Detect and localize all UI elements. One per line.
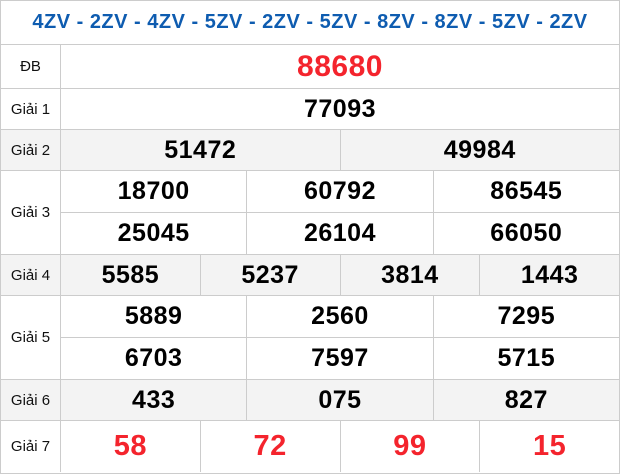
prize-value: 26104	[246, 213, 432, 254]
prize-row-7: Giải 7 58 72 99 15	[1, 421, 619, 472]
prize-value: 2560	[246, 296, 432, 337]
prize-value: 60792	[246, 171, 432, 212]
prize-value: 86545	[432, 171, 619, 212]
prize-value: 5889	[124, 302, 183, 330]
prize-value: 7597	[246, 338, 432, 379]
prize-row-3: Giải 3 18700 60792 86545 25045 26104 660…	[1, 171, 619, 255]
prize-value: 1443	[479, 255, 619, 295]
prize-value: 075	[246, 380, 432, 420]
prize-label-5: Giải 5	[1, 296, 61, 379]
prize-label-2: Giải 2	[1, 130, 61, 170]
prize-label-6: Giải 6	[1, 380, 61, 420]
prize-value: 433	[132, 385, 176, 414]
prize-value: 99	[339, 421, 480, 472]
prize-value: 77093	[303, 94, 377, 123]
prize-value: 5237	[199, 255, 340, 295]
prize-row-special: ĐB 88680	[1, 45, 619, 89]
prize-value: 7295	[432, 296, 619, 337]
header-row: 4ZV - 2ZV - 4ZV - 5ZV - 2ZV - 5ZV - 8ZV …	[1, 1, 619, 45]
prize-row-2: Giải 2 51472 49984	[1, 130, 619, 171]
prize-label-4: Giải 4	[1, 255, 61, 295]
prize-label-7: Giải 7	[1, 421, 61, 472]
prize-value: 25045	[117, 219, 190, 247]
prize-value: 827	[432, 380, 619, 420]
prize-value: 5715	[432, 338, 619, 379]
prize-value: 72	[199, 421, 340, 472]
prize-label-special: ĐB	[1, 45, 61, 88]
prize-label-3: Giải 3	[1, 171, 61, 254]
prize-value: 5585	[101, 260, 160, 289]
prize-row-1: Giải 1 77093	[1, 89, 619, 130]
prize-value: 15	[479, 421, 619, 472]
prize-value: 51472	[164, 135, 237, 164]
prize-label-1: Giải 1	[1, 89, 61, 129]
prize-value: 3814	[339, 255, 480, 295]
prize-value-special: 88680	[297, 49, 383, 83]
prize-row-5: Giải 5 5889 2560 7295 6703 7597 5715	[1, 296, 619, 380]
prize-value: 6703	[124, 344, 183, 372]
prize-value: 66050	[432, 213, 619, 254]
prize-value: 18700	[117, 177, 190, 205]
prize-value: 49984	[339, 130, 620, 170]
prize-value: 58	[113, 430, 147, 462]
prize-row-6: Giải 6 433 075 827	[1, 380, 619, 421]
prize-row-4: Giải 4 5585 5237 3814 1443	[1, 255, 619, 296]
results-code-title: 4ZV - 2ZV - 4ZV - 5ZV - 2ZV - 5ZV - 8ZV …	[32, 11, 588, 33]
